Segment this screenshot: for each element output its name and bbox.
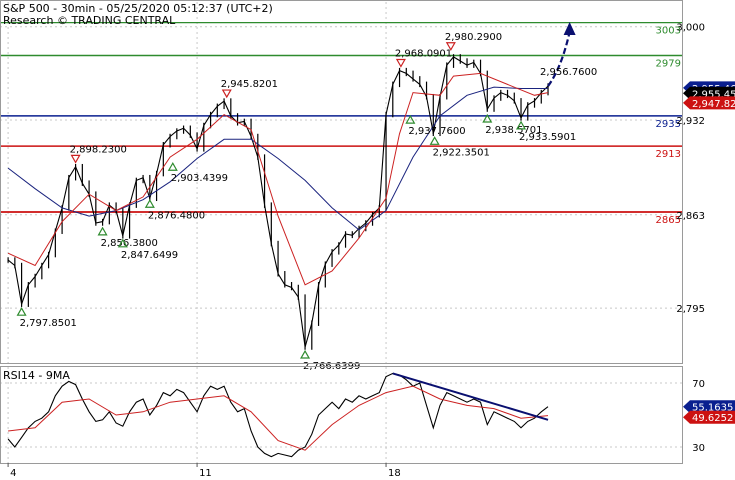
price-axis-tick-label: 3,000 bbox=[676, 23, 705, 34]
slow-moving-average-line bbox=[7, 86, 548, 231]
swing-low-marker bbox=[144, 199, 155, 208]
rsi-value-tag bbox=[683, 400, 735, 414]
rsi-line bbox=[7, 372, 549, 458]
rsi-title: RSI14 - 9MA bbox=[3, 369, 70, 382]
swing-low-label: 2,922.3501 bbox=[433, 147, 490, 158]
rsi-value-tag-label: 55.1635 bbox=[692, 403, 733, 414]
swing-low-label: 2,847.6499 bbox=[121, 250, 178, 261]
swing-high-marker bbox=[70, 154, 81, 164]
level-label: 2913 bbox=[656, 149, 681, 160]
price-grid bbox=[0, 2, 683, 363]
swing-high-marker bbox=[395, 58, 406, 68]
swing-high-label: 2,968.0901 bbox=[395, 49, 452, 60]
price-value-tag-label: 2,955.45 bbox=[692, 89, 735, 100]
swing-high-marker bbox=[445, 42, 456, 51]
date-tick-label: 18 bbox=[388, 468, 401, 479]
swing-low-marker bbox=[429, 136, 440, 145]
swing-low-label: 2,856.3800 bbox=[101, 238, 158, 249]
swing-high-label: 2,980.2900 bbox=[445, 32, 502, 43]
swing-low-label: 2,938.5701 bbox=[485, 125, 542, 136]
swing-low-label: 2,797.8501 bbox=[20, 318, 77, 329]
swing-low-marker bbox=[167, 162, 178, 171]
rsi-axis-tick-label: 70 bbox=[692, 379, 705, 390]
rsi-grid bbox=[0, 367, 683, 463]
support-resistance-levels: 3003 2979 2935 2913 2865 bbox=[0, 21, 683, 226]
level-label: 2979 bbox=[656, 59, 681, 70]
swing-low-marker bbox=[117, 238, 128, 248]
projection-arrow-shaft bbox=[547, 31, 571, 87]
projection-arrow-head bbox=[563, 21, 576, 35]
price-axis-tick-label: 2,932 bbox=[676, 116, 705, 127]
rsi-lines bbox=[7, 372, 549, 458]
swing-annotations: 2,797.8501 2,898.2300 2,856.38002,847.6499… bbox=[16, 32, 597, 372]
rsi-trendline bbox=[392, 372, 549, 421]
price-panel-frame bbox=[0, 0, 683, 364]
date-tick-label: 4 bbox=[10, 468, 16, 479]
swing-low-label: 2,903.4399 bbox=[171, 173, 228, 184]
rsi-panel-frame bbox=[0, 366, 683, 464]
level-label: 2935 bbox=[656, 119, 681, 130]
chart-title: S&P 500 - 30min - 05/25/2020 05:12:37 (U… bbox=[3, 2, 273, 15]
current-price-label: 2,956.7600 bbox=[540, 67, 597, 78]
price-line bbox=[7, 56, 549, 348]
rsi-axis-tick-label: 30 bbox=[692, 443, 705, 454]
date-tick-label: 11 bbox=[199, 468, 212, 479]
swing-low-marker bbox=[405, 114, 416, 124]
price-axis-tick-label: 2,795 bbox=[676, 304, 705, 315]
swing-low-label: 2,876.4800 bbox=[148, 210, 205, 221]
swing-low-marker bbox=[482, 113, 493, 123]
fast-moving-average-line bbox=[7, 72, 549, 286]
rsi-value-tag bbox=[683, 410, 735, 424]
swing-low-label: 2,937.7600 bbox=[408, 126, 465, 137]
swing-low-marker bbox=[16, 306, 27, 316]
swing-low-marker bbox=[515, 120, 527, 130]
level-label: 2865 bbox=[656, 215, 681, 226]
rsi-moving-average-line bbox=[8, 385, 549, 451]
price-lines bbox=[7, 21, 576, 350]
rsi-value-tag-label: 49.6252 bbox=[692, 413, 733, 424]
swing-high-label: 2,945.8201 bbox=[221, 79, 278, 90]
swing-high-marker bbox=[221, 89, 232, 99]
chart-subtitle: Research © TRADING CENTRAL bbox=[3, 14, 176, 27]
axis-labels: 3,000 2,932 2,863 2,795 4 11 18 70 30 bbox=[7, 23, 705, 479]
price-value-tag-label: 2,947.82 bbox=[692, 99, 735, 110]
swing-high-label: 2,898.2300 bbox=[70, 144, 127, 155]
level-label: 3003 bbox=[656, 26, 681, 37]
price-axis-tick-label: 2,863 bbox=[676, 211, 705, 222]
price-value-tag bbox=[683, 96, 735, 110]
swing-low-marker bbox=[300, 349, 311, 359]
swing-low-marker bbox=[97, 226, 108, 236]
swing-low-label: 2,933.5901 bbox=[519, 132, 576, 143]
